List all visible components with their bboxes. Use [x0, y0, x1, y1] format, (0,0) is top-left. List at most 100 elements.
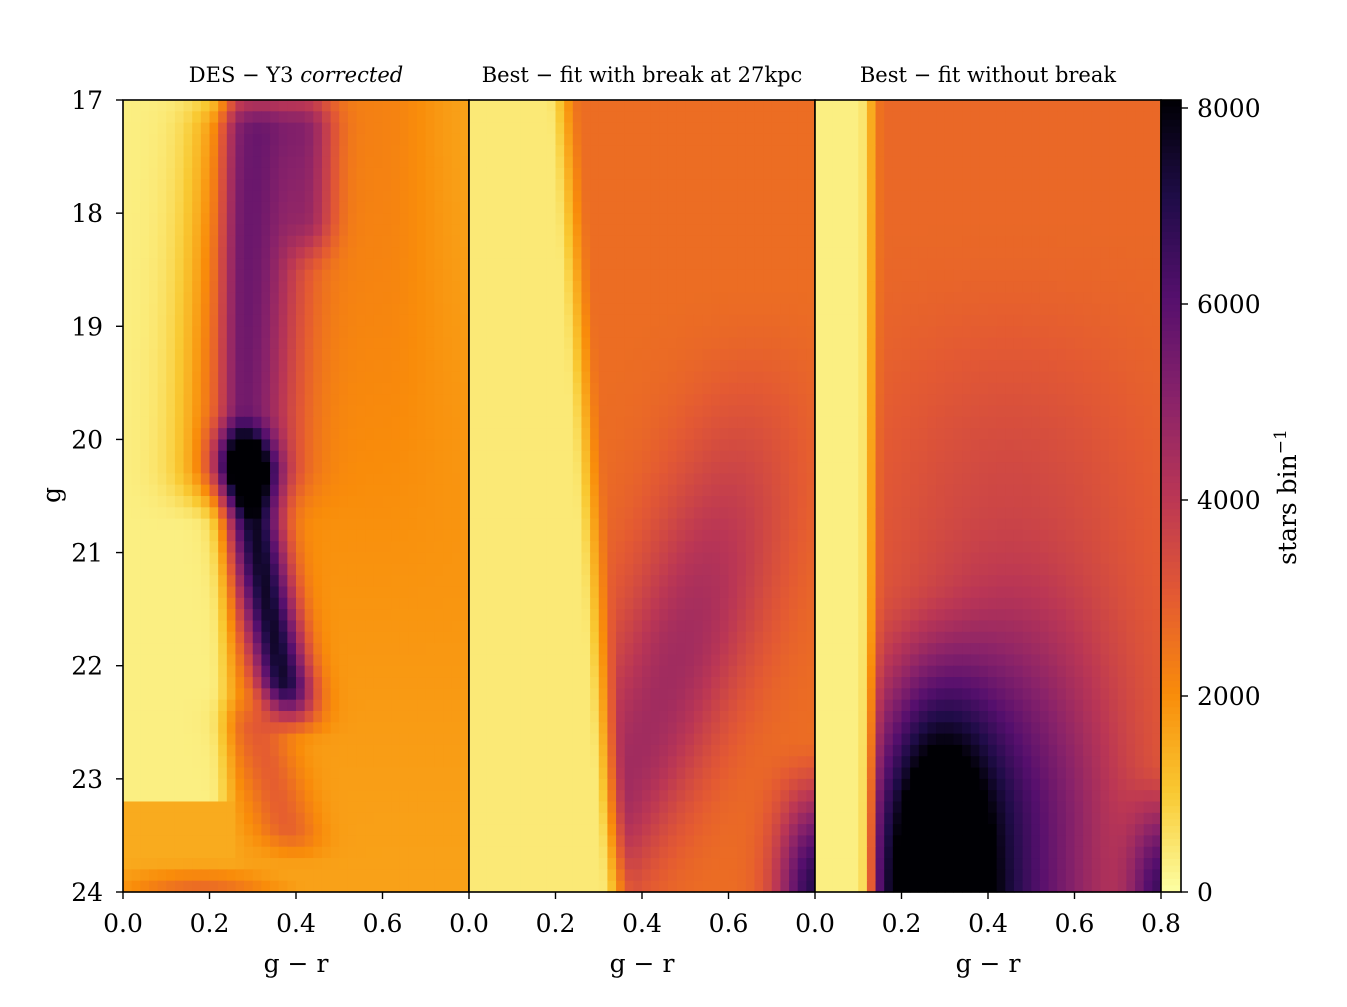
heatmap-cell — [494, 213, 505, 226]
heatmap-cell — [616, 450, 626, 463]
heatmap-cell — [797, 688, 807, 701]
heatmap-cell — [685, 496, 695, 508]
heatmap-cell — [771, 462, 781, 474]
heatmap-cell — [719, 518, 730, 531]
heatmap-cell — [244, 507, 254, 520]
heatmap-cell — [797, 394, 807, 407]
heatmap-cell — [131, 382, 141, 395]
heatmap-cell — [702, 563, 712, 576]
heatmap-cell — [745, 462, 756, 474]
heatmap-cell — [209, 213, 219, 226]
heatmap-cell — [642, 643, 652, 655]
heatmap-cell — [650, 122, 660, 135]
heatmap-cell — [270, 858, 280, 870]
heatmap-cell — [339, 597, 349, 610]
heatmap-cell — [296, 281, 306, 293]
heatmap-cell — [226, 699, 237, 712]
heatmap-cell — [313, 258, 323, 271]
heatmap-cell — [365, 518, 375, 531]
heatmap-cell — [226, 869, 237, 882]
heatmap-cell — [365, 609, 375, 622]
heatmap-cell — [616, 213, 626, 226]
heatmap-cell — [339, 314, 349, 327]
heatmap-cell — [235, 518, 245, 531]
heatmap-cell — [771, 247, 781, 259]
heatmap-cell — [252, 133, 262, 146]
heatmap-cell — [702, 620, 712, 633]
heatmap-cell — [564, 496, 574, 508]
heatmap-cell — [399, 145, 410, 158]
heatmap-cell — [261, 473, 271, 486]
heatmap-cell — [192, 337, 202, 350]
heatmap-cell — [616, 496, 626, 508]
heatmap-cell — [417, 767, 427, 780]
heatmap-cell — [244, 801, 254, 814]
heatmap-cell — [460, 812, 470, 825]
heatmap-cell — [425, 314, 435, 327]
heatmap-cell — [702, 496, 712, 508]
heatmap-cell — [200, 778, 211, 791]
heatmap-cell — [763, 201, 773, 214]
heatmap-cell — [650, 281, 660, 293]
heatmap-cell — [417, 439, 427, 452]
heatmap-cell — [806, 643, 816, 655]
heatmap-cell — [667, 428, 678, 441]
heatmap-cell — [183, 756, 193, 769]
heatmap-cell — [702, 405, 712, 418]
heatmap-cell — [373, 450, 384, 463]
heatmap-cell — [598, 382, 608, 395]
heatmap-cell — [693, 258, 704, 271]
heatmap-cell — [226, 133, 237, 146]
heatmap-cell — [624, 416, 634, 429]
heatmap-cell — [607, 224, 617, 237]
heatmap-cell — [512, 699, 522, 712]
heatmap-cell — [330, 314, 340, 327]
heatmap-cell — [244, 790, 254, 803]
heatmap-cell — [616, 597, 626, 610]
heatmap-cell — [763, 575, 773, 588]
heatmap-cell — [148, 575, 159, 588]
heatmap-cell — [218, 247, 228, 259]
heatmap-cell — [174, 235, 185, 248]
heatmap-cell — [667, 314, 678, 327]
heatmap-cell — [451, 756, 461, 769]
heatmap-cell — [425, 597, 435, 610]
heatmap-cell — [330, 541, 340, 554]
heatmap-cell — [581, 643, 591, 655]
heatmap-cell — [529, 303, 539, 316]
heatmap-cell — [270, 371, 280, 384]
heatmap-cell — [737, 677, 747, 689]
heatmap-cell — [373, 744, 384, 757]
heatmap-cell — [226, 665, 237, 678]
heatmap-cell — [339, 869, 349, 882]
heatmap-cell — [745, 518, 756, 531]
heatmap-cell — [555, 450, 565, 463]
heatmap-cell — [330, 292, 340, 305]
heatmap-cell — [235, 281, 245, 293]
heatmap-cell — [330, 281, 340, 293]
heatmap-cell — [806, 303, 816, 316]
heatmap-cell — [520, 563, 531, 576]
heatmap-cell — [174, 462, 185, 474]
heatmap-cell — [745, 292, 756, 305]
heatmap-cell — [624, 541, 634, 554]
heatmap-cell — [719, 439, 730, 452]
heatmap-cell — [373, 575, 384, 588]
heatmap-cell — [546, 281, 557, 293]
heatmap-cell — [763, 326, 773, 339]
heatmap-cell — [538, 292, 548, 305]
heatmap-cell — [486, 100, 496, 112]
heatmap-cell — [365, 303, 375, 316]
heatmap-cell — [737, 575, 747, 588]
heatmap-cell — [148, 778, 159, 791]
heatmap-cell — [616, 247, 626, 259]
heatmap-cell — [131, 507, 141, 520]
heatmap-cell — [598, 111, 608, 124]
heatmap-cell — [313, 371, 323, 384]
heatmap-cell — [771, 258, 781, 271]
heatmap-cell — [209, 563, 219, 576]
heatmap-cell — [330, 778, 340, 791]
heatmap-cell — [304, 496, 314, 508]
heatmap-cell — [797, 360, 807, 373]
heatmap-cell — [477, 122, 487, 135]
